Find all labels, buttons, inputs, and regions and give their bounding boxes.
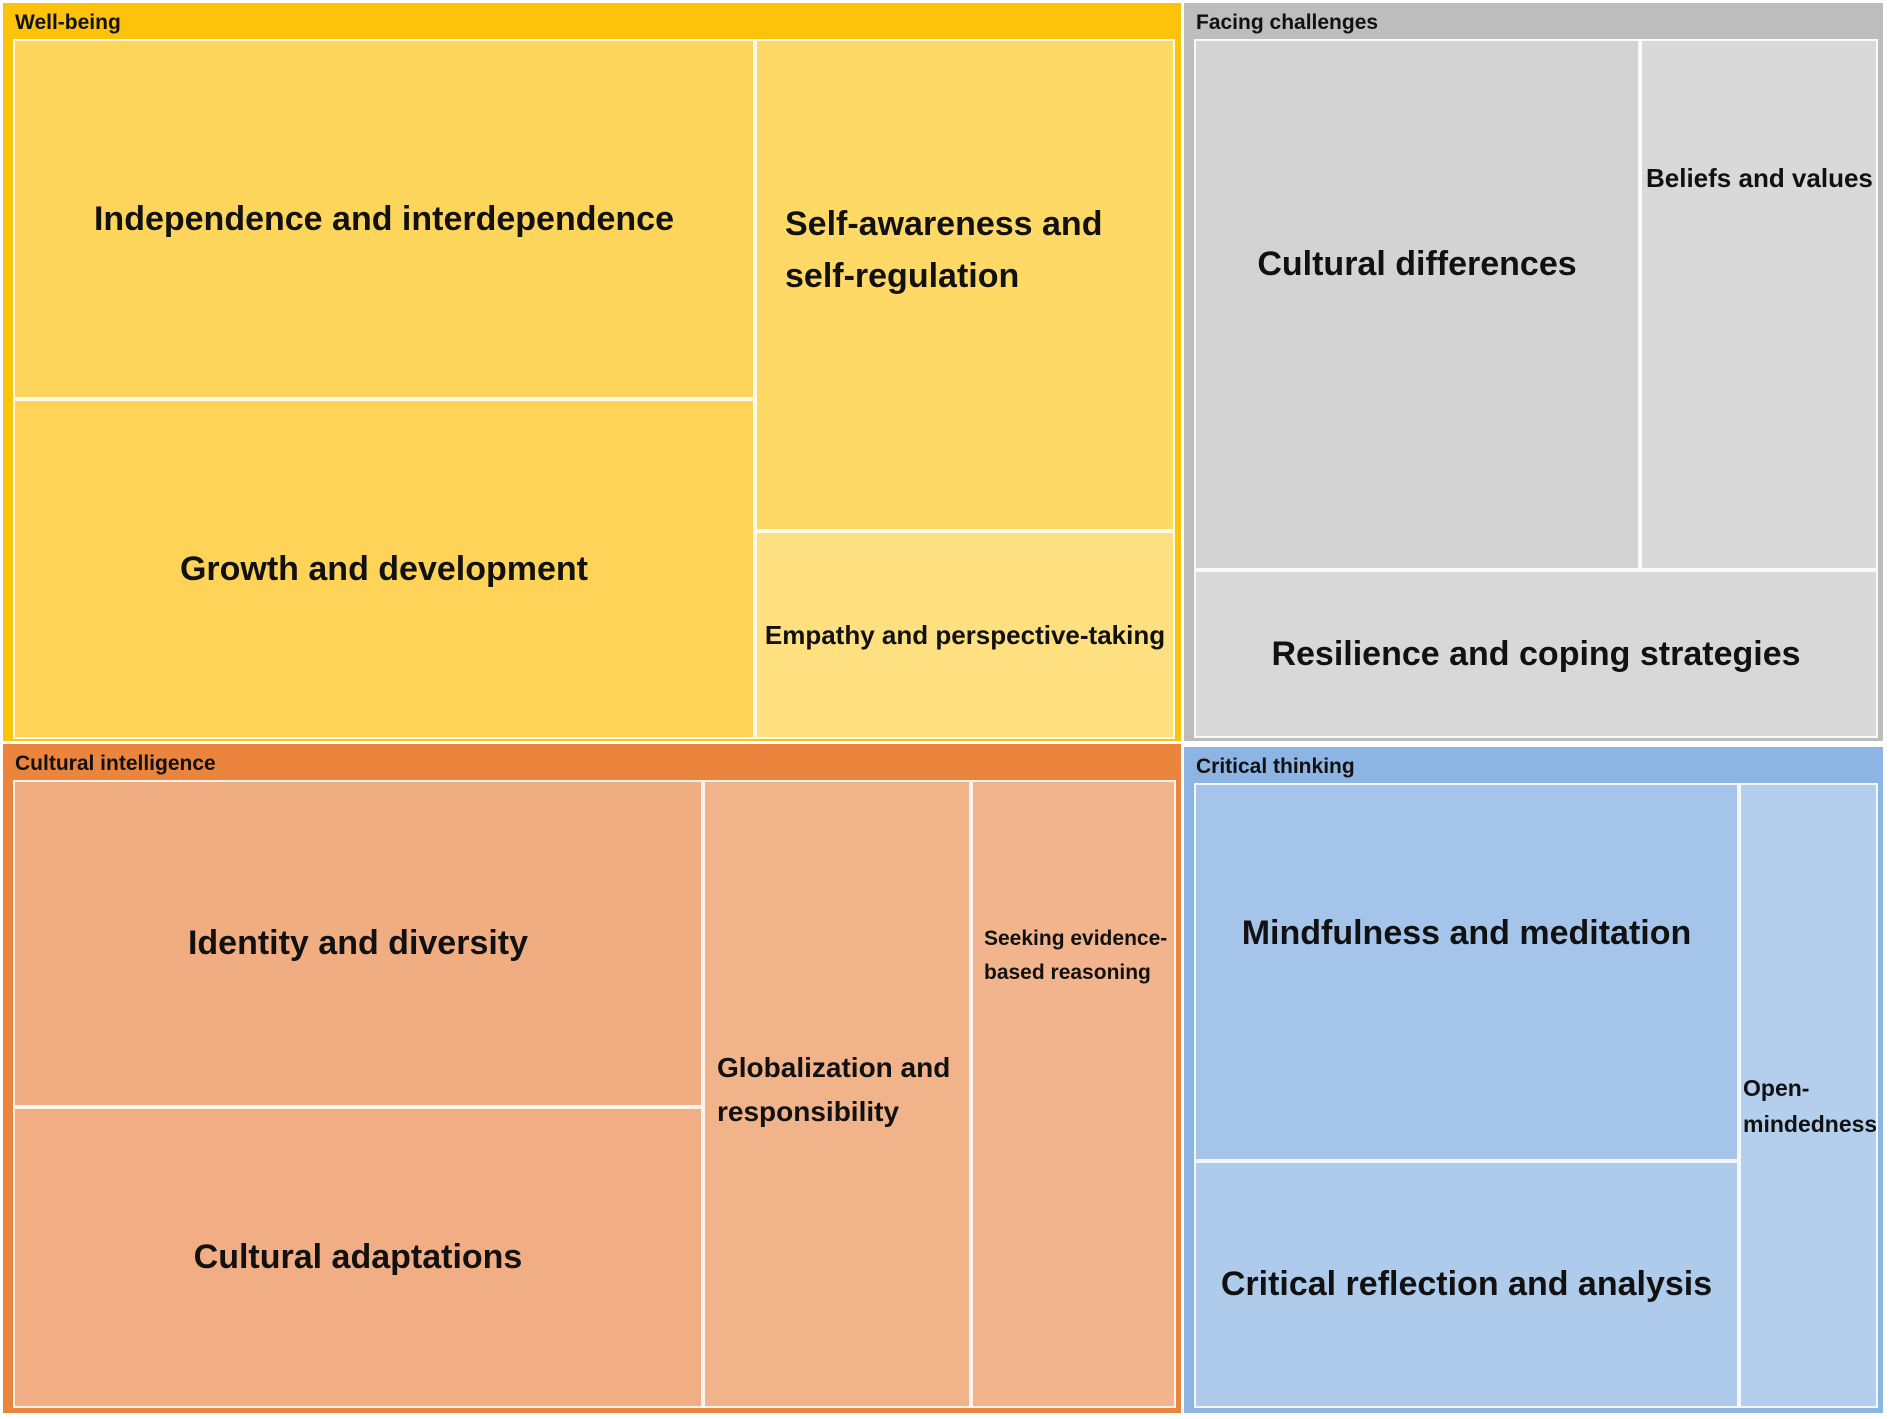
tile-cultural-differences[interactable]: Cultural differences [1194,39,1640,570]
tile-label: Open-mindedness [1743,1074,1878,1137]
treemap-group-critical-thinking: Critical thinking Mindfulness and medita… [1184,747,1883,1413]
tile-identity-and-diversity[interactable]: Identity and diversity [13,780,703,1107]
tile-resilience-and-coping-strategies[interactable]: Resilience and coping strategies [1194,570,1878,738]
group-label-well-being: Well-being [15,11,121,34]
tile-label: Seeking evidence-based reasoning [984,927,1168,984]
tile-label: Resilience and coping strategies [1271,634,1801,673]
tile-mindfulness-and-meditation[interactable]: Mindfulness and meditation [1194,783,1739,1161]
tile-seeking-evidence-based-reasoning[interactable]: Seeking evidence-based reasoning [971,780,1176,1408]
tile-label: Self-awareness and self-regulation [785,205,1103,295]
group-label-critical-thinking: Critical thinking [1196,755,1355,778]
group-label-facing-challenges: Facing challenges [1196,11,1379,34]
tile-label: Growth and development [179,549,589,588]
tile-empathy-and-perspective-taking[interactable]: Empathy and perspective-taking [755,531,1175,739]
tile-label: Mindfulness and meditation [1241,913,1692,952]
tile-label: Critical reflection and analysis [1220,1265,1713,1303]
tile-growth-and-development[interactable]: Growth and development [13,399,755,739]
tile-label: Cultural adaptations [193,1238,523,1276]
group-label-cultural-intelligence: Cultural intelligence [15,752,216,775]
treemap-group-cultural-intelligence: Cultural intelligence Identity and diver… [3,744,1181,1413]
tile-label: Globalization and responsibility [717,1052,951,1127]
tile-label: Beliefs and values [1646,163,1873,193]
tile-cultural-adaptations[interactable]: Cultural adaptations [13,1107,703,1408]
tile-beliefs-and-values[interactable]: Beliefs and values [1640,39,1878,570]
tile-open-mindedness[interactable]: Open-mindedness [1739,783,1878,1408]
tile-critical-reflection-and-analysis[interactable]: Critical reflection and analysis [1194,1161,1739,1408]
treemap-group-facing-challenges: Facing challenges Cultural differences B… [1184,3,1883,741]
tile-label: Empathy and perspective-taking [764,619,1166,650]
tile-globalization-and-responsibility[interactable]: Globalization and responsibility [703,780,971,1408]
tile-label: Independence and interdependence [93,199,674,238]
tile-self-awareness-and-self-regulation[interactable]: Self-awareness and self-regulation [755,39,1175,531]
treemap-group-well-being: Well-being Independence and interdepende… [3,3,1181,741]
tile-independence-and-interdependence[interactable]: Independence and interdependence [13,39,755,399]
tile-label: Cultural differences [1257,245,1577,283]
tile-label: Identity and diversity [187,924,529,962]
